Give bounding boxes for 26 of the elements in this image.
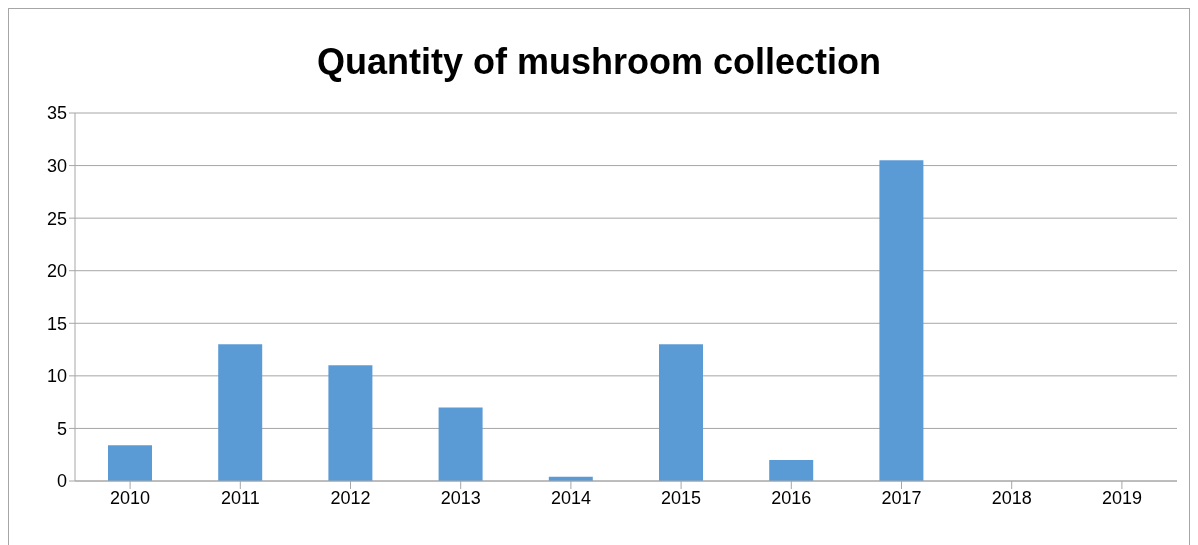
y-tick-label: 20 [46, 261, 67, 282]
x-tick-label: 2017 [881, 487, 922, 508]
x-tick-label: 2018 [991, 487, 1032, 508]
y-tick-label: 25 [46, 208, 67, 229]
x-tick-label: 2016 [771, 487, 812, 508]
y-tick-label: 5 [56, 418, 67, 439]
x-tick-label: 2015 [661, 487, 702, 508]
bar [659, 344, 703, 481]
bar [108, 445, 152, 481]
bar [769, 459, 814, 481]
x-tick-label: 2012 [330, 487, 371, 508]
x-tick-label: 2011 [220, 487, 260, 508]
y-tick-label: 15 [46, 313, 67, 334]
bar [438, 407, 483, 481]
bar [218, 344, 263, 481]
x-tick-label: 2013 [440, 487, 481, 508]
x-tick-label: 2019 [1101, 487, 1142, 508]
y-tick-label: 30 [46, 155, 67, 176]
chart-title: Quantity of mushroom collection [316, 41, 882, 84]
bar [328, 365, 373, 481]
y-tick-label: 35 [46, 103, 67, 124]
y-tick-label: 0 [56, 471, 67, 492]
x-tick-label: 2014 [550, 487, 591, 508]
bar [879, 160, 924, 481]
x-tick-label: 2010 [110, 487, 151, 508]
y-tick-label: 10 [46, 366, 67, 387]
